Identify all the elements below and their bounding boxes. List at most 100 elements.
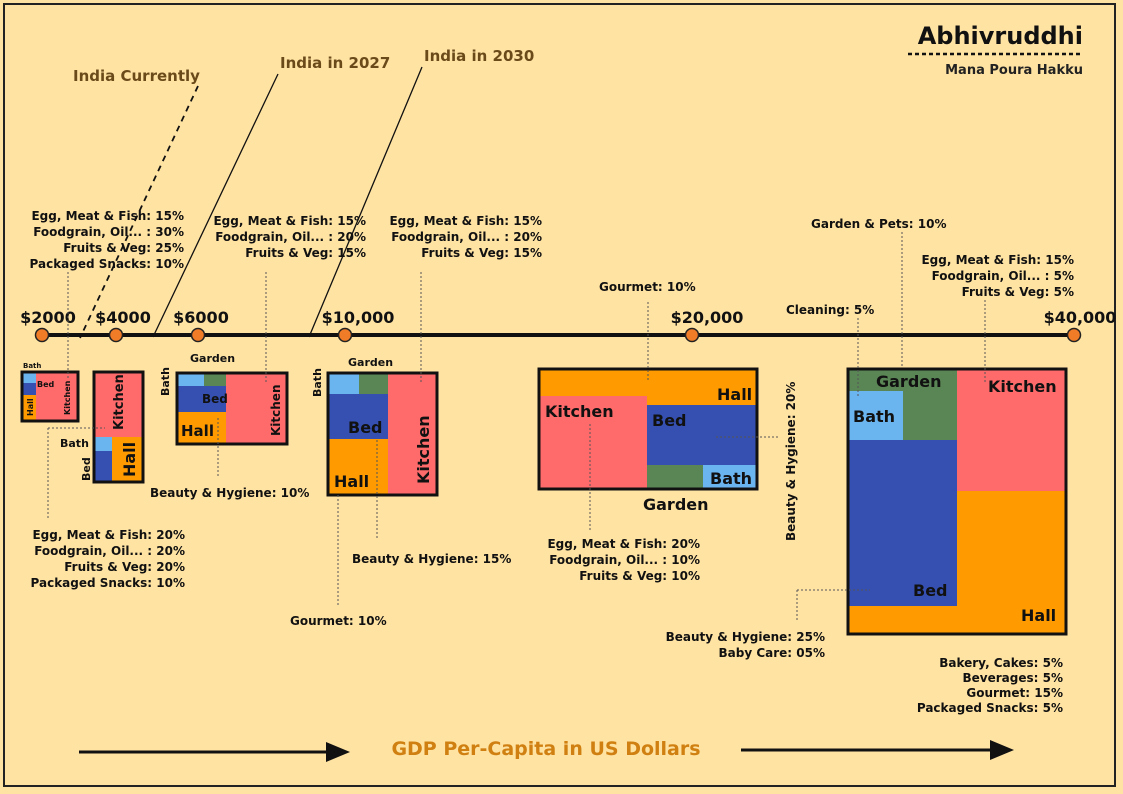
tick-label-4000: $4000 <box>95 308 151 327</box>
room-label-bath: Bath <box>159 367 172 396</box>
room-label-bed: Bed <box>37 380 55 389</box>
tick-dot-40000 <box>1066 327 1082 343</box>
room-bath <box>703 465 756 488</box>
milestone-india-currently: India Currently <box>73 67 200 85</box>
annotation-line: Gourmet: 15% <box>966 686 1063 700</box>
room-bath <box>95 437 112 451</box>
annotation-line: Beauty & Hygiene: 25% <box>666 630 825 644</box>
room-label-hall: Hall <box>1021 606 1056 625</box>
room-label-bath: Bath <box>60 437 89 450</box>
annotation-line: Packaged Snacks: 5% <box>917 701 1063 715</box>
annotation-line: Egg, Meat & Fish: 15% <box>389 214 542 228</box>
annotation-line: Foodgrain, Oil... : 5% <box>932 269 1074 283</box>
timeline-dots <box>34 327 1082 343</box>
room-garden <box>647 465 703 488</box>
room-bed <box>329 394 388 439</box>
annotation-40000-beauty: Beauty & Hygiene: 25% Baby Care: 05% <box>666 630 825 660</box>
brand-title: Abhivruddhi <box>918 22 1083 50</box>
leader-lines <box>47 232 986 622</box>
annotation-line: Egg, Meat & Fish: 20% <box>547 537 700 551</box>
room-label-bed: Bed <box>652 411 687 430</box>
room-hall <box>23 395 36 420</box>
annotation-40000-kitchen: Egg, Meat & Fish: 15% Foodgrain, Oil... … <box>921 253 1074 299</box>
room-label-bath: Bath <box>710 469 752 488</box>
annotation-20000-gourmet: Gourmet: 10% <box>599 280 696 294</box>
tick-dot-10000 <box>337 327 353 343</box>
tick-label-40000: $40,000 <box>1044 308 1117 327</box>
milestone-india-2030: India in 2030 <box>424 47 534 65</box>
room-label-bed: Bed <box>913 581 948 600</box>
room-label-kitchen: Kitchen <box>63 380 72 415</box>
annotation-line: Baby Care: 05% <box>719 646 826 660</box>
annotation-2000-kitchen: Egg, Meat & Fish: 15% Foodgrain, Oil... … <box>30 209 184 271</box>
tick-label-20000: $20,000 <box>671 308 744 327</box>
house-outline <box>537 367 759 491</box>
room-kitchen <box>540 396 647 488</box>
room-label-kitchen: Kitchen <box>988 377 1057 396</box>
room-label-bed: Bed <box>202 392 228 406</box>
room-label-bath: Bath <box>853 407 895 426</box>
room-label-garden: Garden <box>348 356 393 369</box>
room-label-kitchen: Kitchen <box>545 402 614 421</box>
annotation-20000-beauty: Beauty & Hygiene: 20% <box>784 382 798 541</box>
annotation-40000-hall: Bakery, Cakes: 5% Beverages: 5% Gourmet:… <box>917 656 1063 715</box>
milestone-pointer-2027 <box>152 73 279 338</box>
arrow-right-icon <box>990 740 1014 760</box>
room-kitchen <box>957 370 1065 491</box>
milestone-india-2027: India in 2027 <box>280 54 390 72</box>
annotation-line: Foodgrain, Oil... : 20% <box>215 230 366 244</box>
annotation-40000-cleaning: Cleaning: 5% <box>786 303 874 317</box>
annotation-line: Egg, Meat & Fish: 20% <box>32 528 185 542</box>
room-label-hall: Hall <box>717 385 752 404</box>
annotation-line: Foodgrain, Oil... : 10% <box>549 553 700 567</box>
tick-label-2000: $2000 <box>20 308 76 327</box>
annotation-line: Packaged Snacks: 10% <box>30 257 184 271</box>
annotation-line: Fruits & Veg: 25% <box>63 241 184 255</box>
house-outline <box>175 371 289 446</box>
room-label-garden: Garden <box>643 495 709 514</box>
annotation-10000-beauty: Beauty & Hygiene: 15% <box>352 552 511 566</box>
milestone-pointer-2030 <box>308 66 423 338</box>
room-label-kitchen: Kitchen <box>269 385 283 437</box>
room-label-bath: Bath <box>23 362 41 370</box>
room-label-garden: Garden <box>190 352 235 365</box>
annotation-10000-kitchen: Egg, Meat & Fish: 15% Foodgrain, Oil... … <box>389 214 542 260</box>
tick-dot-2000 <box>34 327 50 343</box>
annotation-line: Egg, Meat & Fish: 15% <box>31 209 184 223</box>
room-label-kitchen: Kitchen <box>112 374 127 430</box>
annotation-line: Egg, Meat & Fish: 15% <box>213 214 366 228</box>
room-hall <box>329 439 388 494</box>
room-label-hall: Hall <box>120 442 139 477</box>
page-border <box>3 3 1116 787</box>
tick-dot-20000 <box>684 327 700 343</box>
annotation-line: Fruits & Veg: 15% <box>245 246 366 260</box>
room-garden <box>359 374 388 394</box>
room-garden-ext <box>903 370 957 440</box>
tick-label-10000: $10,000 <box>322 308 395 327</box>
house-2000: Bath Bed Hall Kitchen <box>20 362 80 423</box>
room-label-bath: Bath <box>311 368 324 397</box>
tick-dot-6000 <box>190 327 206 343</box>
annotation-line: Beverages: 5% <box>963 671 1063 685</box>
milestone-pointer-current <box>79 85 199 339</box>
annotation-line: Packaged Snacks: 10% <box>31 576 185 590</box>
house-outline <box>92 370 145 484</box>
house-10000: Garden Bath Bed Hall Kitchen <box>311 356 439 497</box>
room-hall <box>112 437 142 481</box>
annotation-4000-kitchen: Egg, Meat & Fish: 20% Foodgrain, Oil... … <box>31 528 185 590</box>
annotation-6000-kitchen: Egg, Meat & Fish: 15% Foodgrain, Oil... … <box>213 214 366 260</box>
house-outline <box>20 370 80 423</box>
annotation-line: Foodgrain, Oil... : 30% <box>33 225 184 239</box>
annotation-line: Fruits & Veg: 10% <box>579 569 700 583</box>
annotation-line: Fruits & Veg: 20% <box>64 560 185 574</box>
room-bed <box>95 451 112 481</box>
room-label-hall: Hall <box>181 422 214 440</box>
brand-subtitle: Mana Poura Hakku <box>945 63 1083 78</box>
arrow-right-icon <box>326 742 350 762</box>
annotation-line: Foodgrain, Oil... : 20% <box>391 230 542 244</box>
room-label-garden: Garden <box>876 372 942 391</box>
room-label-kitchen: Kitchen <box>414 415 433 484</box>
room-bed <box>178 386 226 412</box>
house-6000: Garden Bath Bed Hall Kitchen <box>159 352 289 446</box>
